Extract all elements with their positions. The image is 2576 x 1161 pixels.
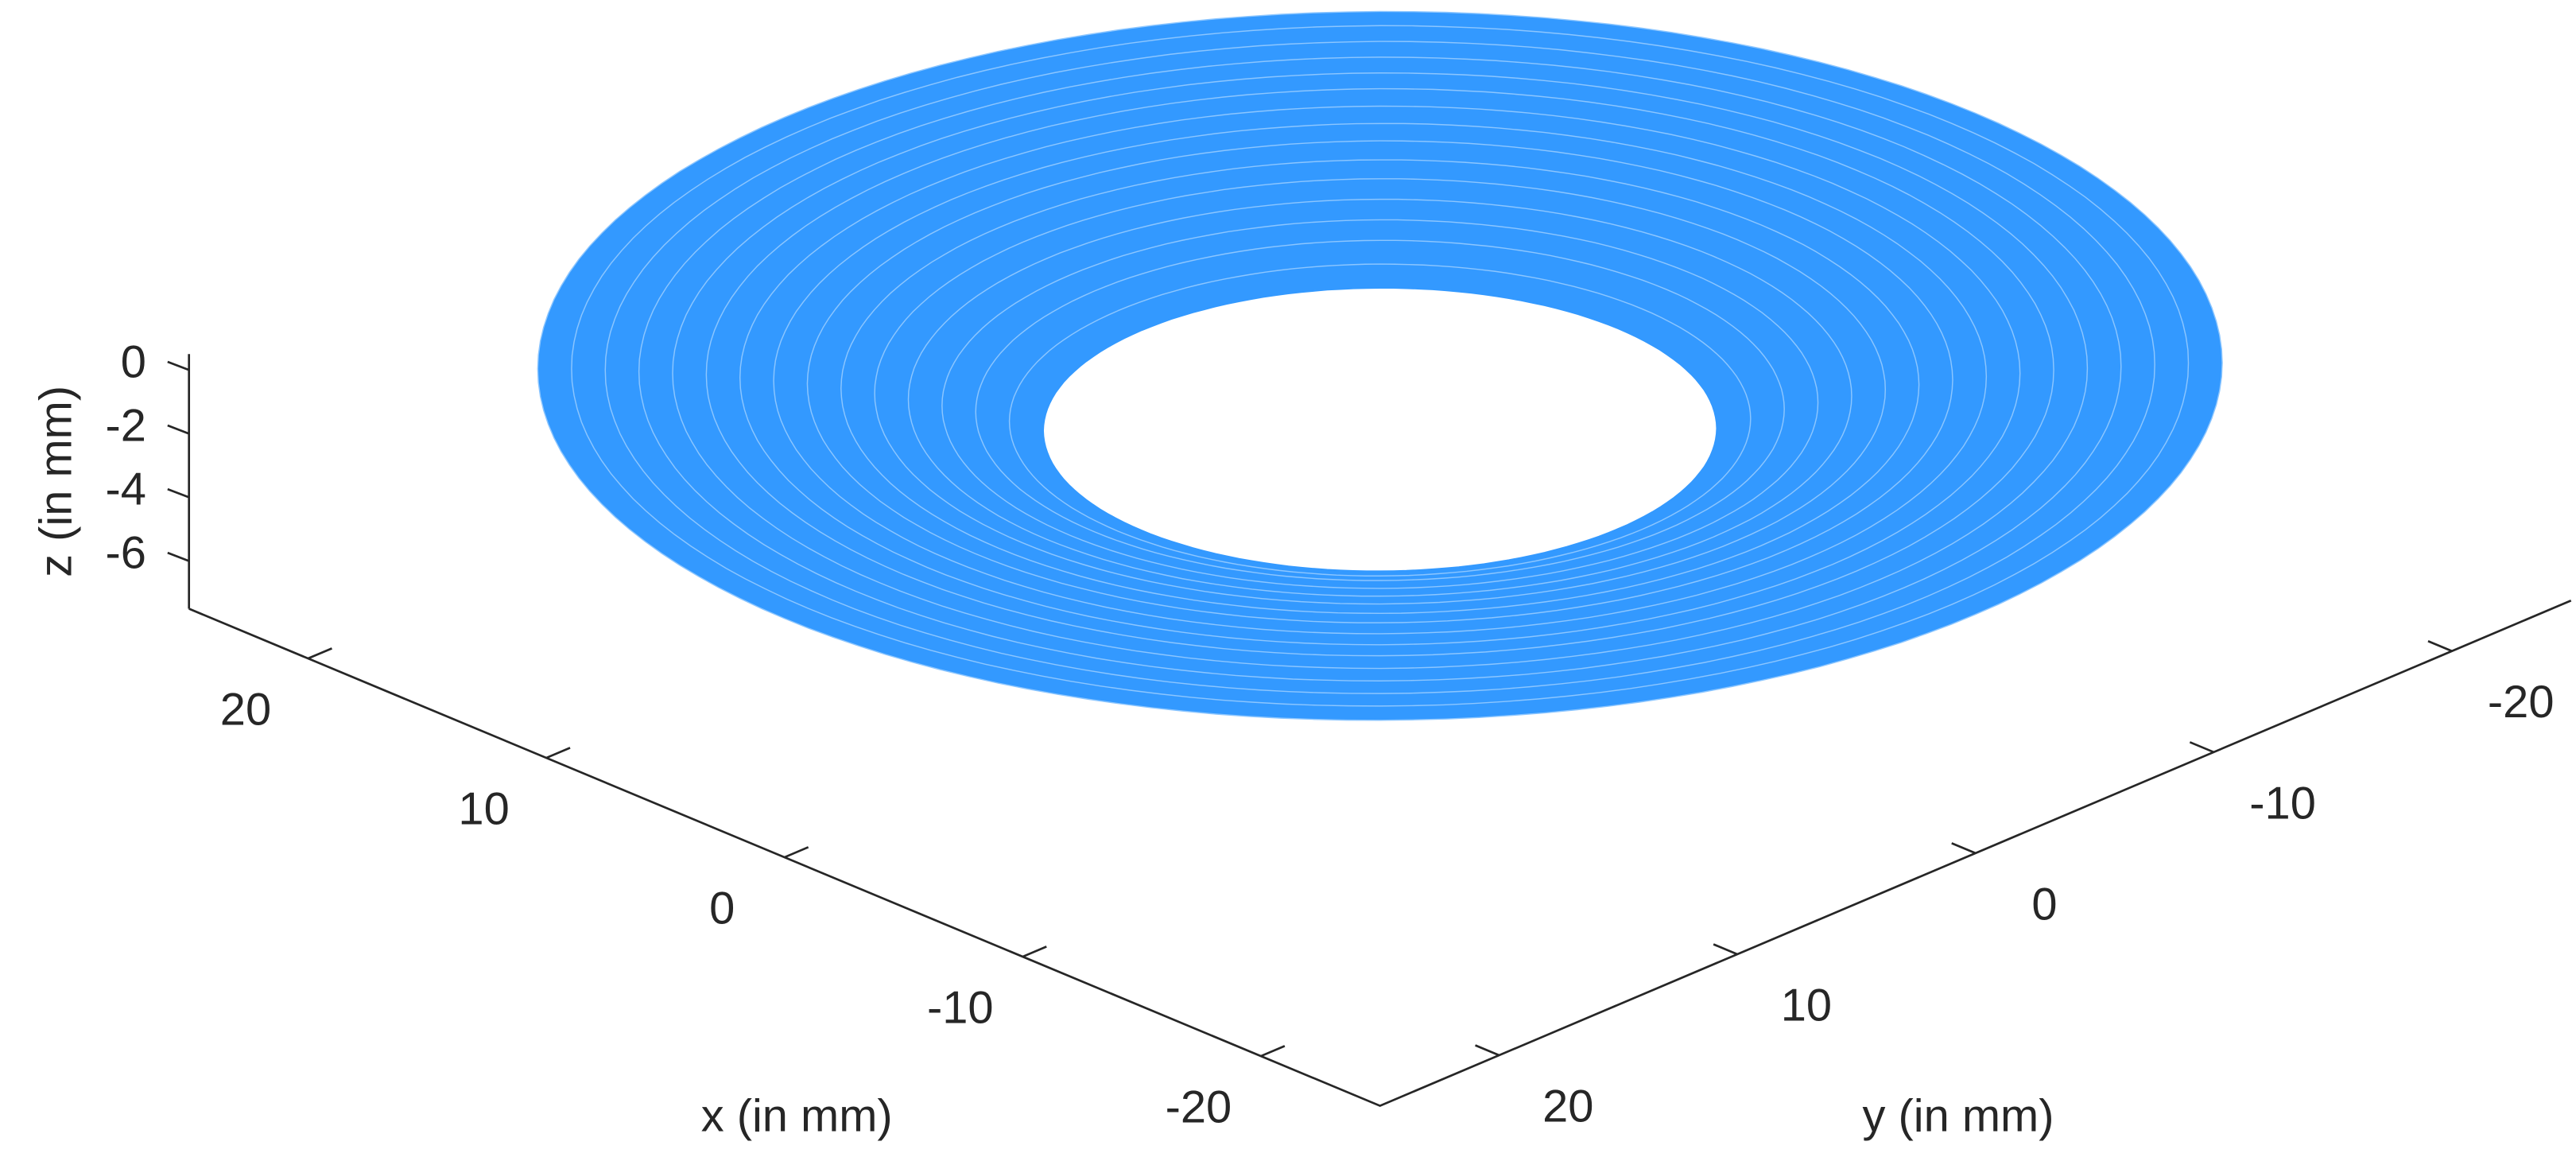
y-tick-label: 0 bbox=[2031, 879, 2057, 930]
y-tick bbox=[2189, 741, 2214, 754]
y-tick bbox=[1951, 842, 1977, 855]
x-tick bbox=[784, 846, 809, 859]
x-tick-label: -20 bbox=[1166, 1082, 1232, 1133]
surface-hole bbox=[1042, 286, 1718, 573]
z-tick bbox=[167, 424, 190, 435]
y-tick-label: -10 bbox=[2249, 778, 2316, 829]
y-tick-label: -20 bbox=[2488, 677, 2555, 728]
z-tick bbox=[167, 360, 190, 371]
x-axis-label: x (in mm) bbox=[701, 1090, 893, 1141]
x-tick bbox=[1260, 1045, 1286, 1058]
z-tick-label: -2 bbox=[106, 400, 146, 451]
x-tick-label: 0 bbox=[709, 883, 735, 934]
y-tick bbox=[2427, 640, 2453, 652]
z-tick-label: -6 bbox=[106, 528, 146, 579]
y-tick-label: 10 bbox=[1781, 980, 1832, 1031]
y-tick bbox=[1713, 943, 1738, 956]
z-tick-label: -4 bbox=[106, 464, 146, 515]
x-tick bbox=[1022, 945, 1047, 958]
x-tick bbox=[307, 647, 332, 660]
z-tick bbox=[167, 551, 190, 562]
x-tick-label: -10 bbox=[927, 983, 994, 1034]
x-tick bbox=[545, 747, 571, 759]
z-axis-label: z (in mm) bbox=[31, 386, 82, 577]
y-tick-label: 20 bbox=[1542, 1081, 1593, 1132]
z-tick bbox=[167, 487, 190, 499]
x-tick-label: 10 bbox=[458, 784, 509, 835]
z-tick-label: 0 bbox=[121, 336, 146, 387]
x-tick-label: 20 bbox=[220, 685, 271, 736]
axis-line bbox=[188, 599, 2572, 1108]
y-tick bbox=[1475, 1044, 1500, 1057]
y-axis-label: y (in mm) bbox=[1863, 1090, 2054, 1141]
